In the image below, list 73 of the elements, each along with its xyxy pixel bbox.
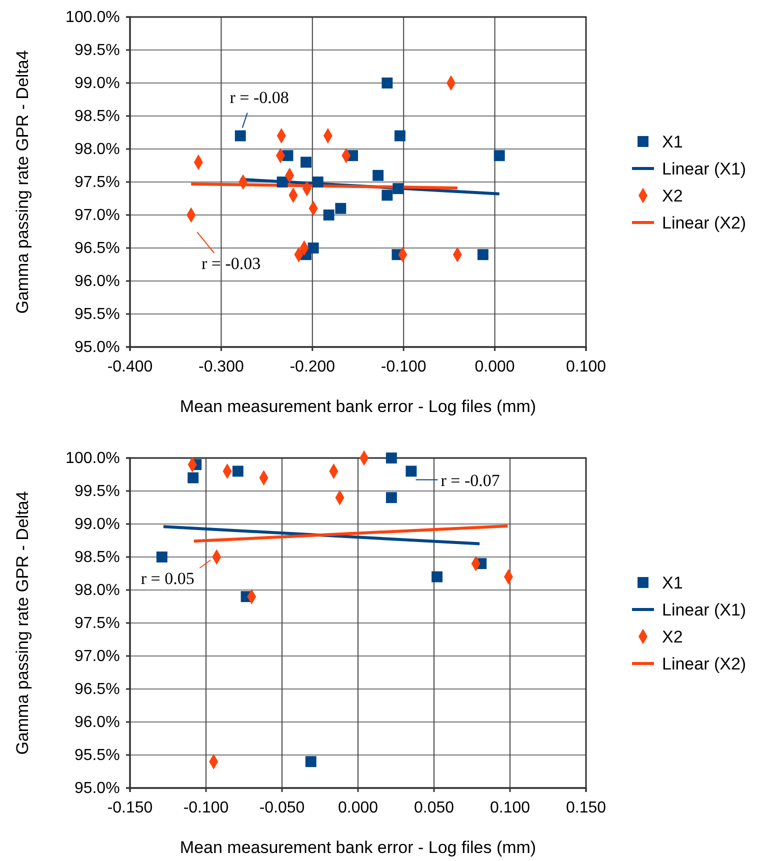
y-tick-label: 99.5%: [74, 483, 120, 500]
x-axis-title: Mean measurement bank error - Log files (mm): [180, 397, 536, 416]
y-tick-label: 100.0%: [66, 450, 120, 468]
y-tick-label: 98.5%: [74, 549, 120, 566]
point: [300, 156, 312, 168]
x-tick-label: -0.400: [107, 358, 153, 376]
legend-label: Linear (X2): [662, 214, 746, 232]
y-tick-label: 96.0%: [74, 273, 120, 290]
point: [305, 756, 316, 768]
x-tick-label: -0.300: [198, 358, 244, 376]
y-tick-label: 96.5%: [74, 681, 120, 698]
legend-label: X1: [662, 574, 683, 592]
y-tick-label: 99.0%: [74, 516, 120, 534]
legend-label: Linear (X2): [662, 654, 746, 674]
point: [282, 150, 294, 162]
x-tick-label: 0.100: [490, 800, 530, 817]
annotation: r = 0.05: [140, 569, 194, 588]
annotation: r = -0.07: [440, 470, 500, 490]
x-tick-label: -0.100: [183, 800, 229, 817]
point: [386, 492, 397, 504]
point: [276, 176, 288, 188]
x-tick-label: -0.050: [259, 800, 305, 817]
point: [432, 571, 443, 582]
x-tick-label: -0.100: [380, 358, 426, 376]
annotation: r = -0.03: [202, 254, 261, 273]
legend-label: X2: [662, 186, 683, 206]
y-tick-label: 97.5%: [74, 615, 120, 632]
point: [394, 130, 406, 142]
y-tick-label: 99.0%: [74, 75, 120, 92]
point: [372, 170, 384, 181]
point: [232, 466, 244, 477]
x-tick-label: 0.000: [338, 800, 378, 817]
point: [312, 176, 324, 188]
annotation: r = -0.08: [230, 88, 289, 107]
legend-label: Linear (X1): [662, 160, 746, 178]
x-tick-label: 0.000: [474, 358, 515, 376]
y-tick-label: 98.0%: [74, 141, 120, 158]
legend-label: X1: [662, 132, 683, 152]
point: [156, 552, 168, 562]
point: [477, 249, 488, 260]
point: [406, 466, 417, 477]
x-tick-label: -0.150: [107, 800, 153, 817]
x-axis-title: Mean measurement bank error - Log files (mm): [180, 838, 536, 857]
x-tick-label: 0.100: [566, 358, 606, 376]
y-axis-title: Gamma passing rate GPR - Delta4: [13, 50, 32, 314]
point: [382, 78, 393, 88]
x-tick-label: 0.150: [566, 800, 606, 817]
point: [323, 210, 334, 220]
point: [494, 150, 505, 162]
point: [335, 202, 346, 214]
y-tick-label: 98.5%: [74, 108, 120, 126]
x-tick-label: 0.050: [414, 800, 454, 817]
point: [392, 183, 404, 194]
y-tick-label: 95.5%: [74, 747, 120, 764]
point: [382, 190, 393, 201]
y-tick-label: 97.5%: [74, 174, 120, 192]
y-tick-label: 95.0%: [74, 780, 120, 798]
y-tick-label: 100.0%: [66, 9, 120, 26]
x-tick-label: -0.200: [290, 358, 336, 376]
y-tick-label: 99.5%: [74, 42, 120, 60]
legend-label: Linear (X1): [662, 600, 746, 620]
y-tick-label: 97.0%: [74, 207, 120, 224]
point: [386, 452, 397, 464]
point: [188, 472, 199, 484]
y-tick-label: 97.0%: [74, 648, 120, 666]
y-tick-label: 96.0%: [74, 714, 120, 732]
y-tick-label: 98.0%: [74, 582, 120, 600]
point: [234, 130, 246, 142]
y-tick-label: 95.0%: [74, 339, 120, 356]
y-tick-label: 96.5%: [74, 240, 120, 258]
legend-label: X2: [662, 628, 683, 646]
y-axis-title: Gamma passing rate GPR - Delta4: [13, 491, 32, 755]
y-tick-label: 95.5%: [74, 306, 120, 324]
